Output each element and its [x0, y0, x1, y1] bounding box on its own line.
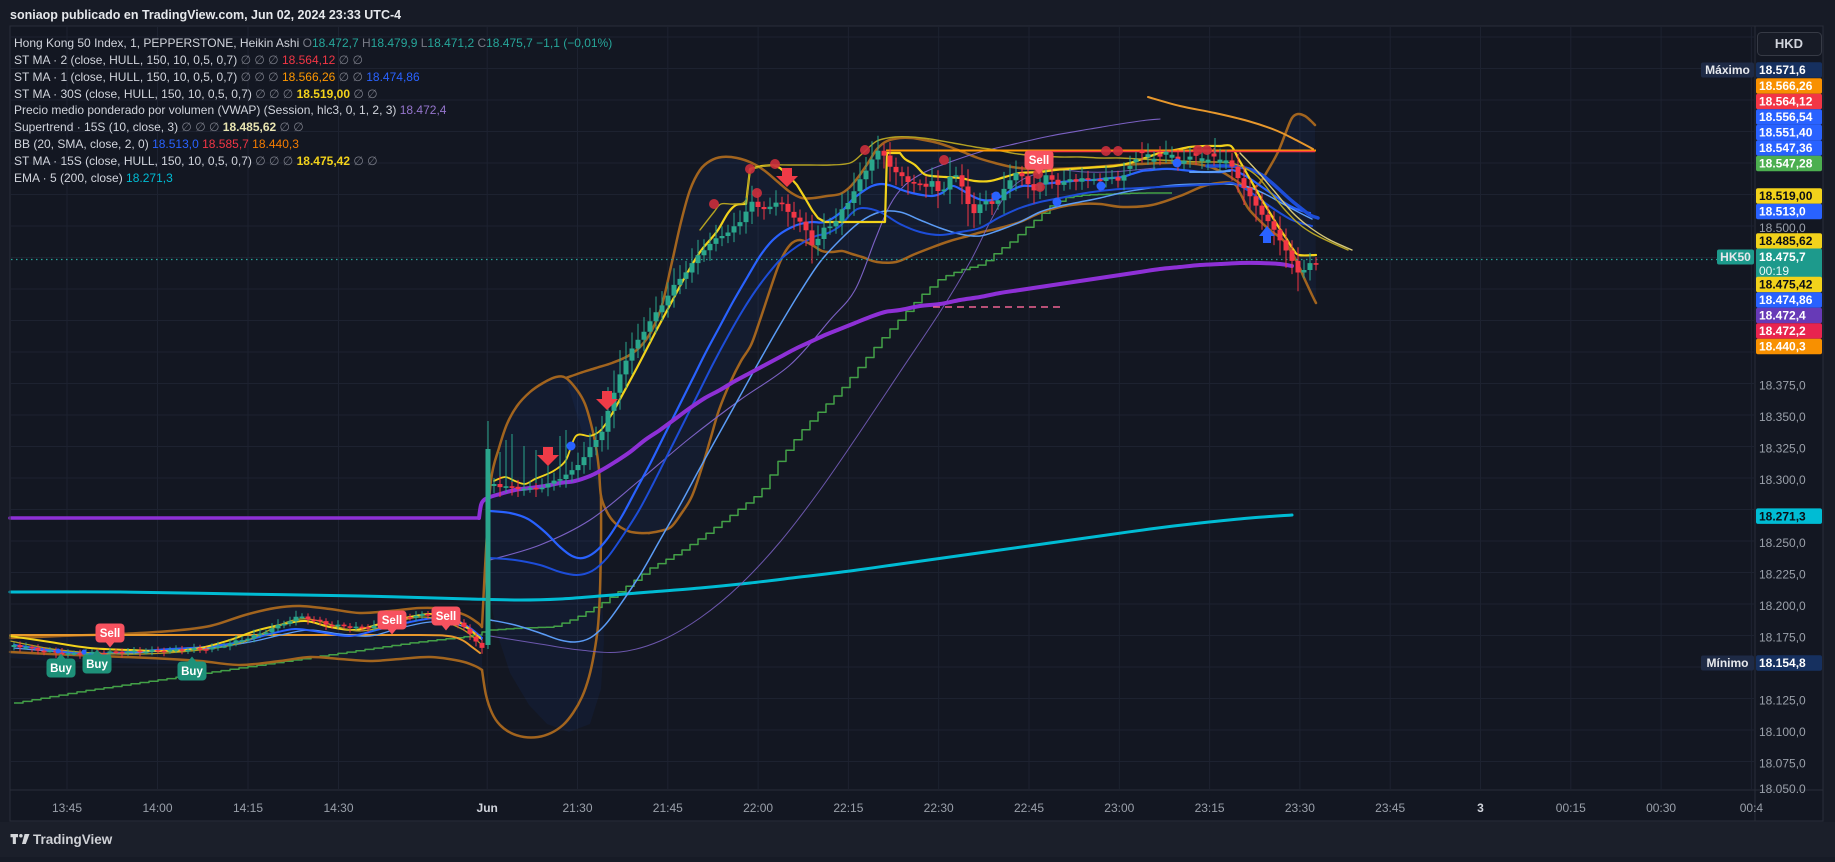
svg-text:00:19: 00:19 — [1759, 264, 1789, 278]
svg-text:18.547,36: 18.547,36 — [1759, 141, 1813, 155]
svg-text:00:4: 00:4 — [1740, 801, 1764, 815]
svg-text:Mínimo: Mínimo — [1707, 656, 1749, 670]
svg-text:Sell: Sell — [382, 615, 402, 627]
svg-text:18.075,0: 18.075,0 — [1759, 757, 1806, 771]
svg-text:18.556,54: 18.556,54 — [1759, 110, 1813, 124]
svg-text:18.250,0: 18.250,0 — [1759, 536, 1806, 550]
svg-text:18.175,0: 18.175,0 — [1759, 631, 1806, 645]
svg-text:18.325,0: 18.325,0 — [1759, 442, 1806, 456]
svg-text:Buy: Buy — [50, 663, 72, 675]
svg-text:Sell: Sell — [1029, 155, 1049, 167]
svg-text:21:45: 21:45 — [653, 801, 683, 815]
svg-text:22:30: 22:30 — [924, 801, 954, 815]
svg-text:23:45: 23:45 — [1375, 801, 1405, 815]
svg-text:18.513,0: 18.513,0 — [1759, 205, 1806, 219]
svg-text:18.571,6: 18.571,6 — [1759, 63, 1806, 77]
svg-text:EMA · 5 (200, close) 18.271,3: EMA · 5 (200, close) 18.271,3 — [14, 171, 173, 185]
svg-text:Máximo: Máximo — [1705, 63, 1750, 77]
svg-text:HKD: HKD — [1775, 36, 1803, 51]
svg-text:Jun: Jun — [477, 801, 498, 815]
svg-text:Buy: Buy — [181, 666, 203, 678]
svg-text:18.519,00: 18.519,00 — [1759, 189, 1813, 203]
svg-text:soniaop publicado en TradingVi: soniaop publicado en TradingView.com, Ju… — [10, 8, 401, 22]
svg-text:18.474,86: 18.474,86 — [1759, 293, 1813, 307]
svg-text:18.225,0: 18.225,0 — [1759, 568, 1806, 582]
svg-text:22:15: 22:15 — [833, 801, 863, 815]
svg-text:23:00: 23:00 — [1104, 801, 1134, 815]
svg-text:Supertrend · 15S (10, close, 3: Supertrend · 15S (10, close, 3) ∅ ∅ ∅ 18… — [14, 120, 304, 134]
svg-text:18.566,26: 18.566,26 — [1759, 79, 1813, 93]
svg-text:18.154,8: 18.154,8 — [1759, 656, 1806, 670]
svg-text:18.100,0: 18.100,0 — [1759, 725, 1806, 739]
svg-text:ST MA · 1 (close, HULL, 150, 1: ST MA · 1 (close, HULL, 150, 10, 0,5, 0,… — [14, 70, 420, 84]
svg-text:13:45: 13:45 — [52, 801, 82, 815]
svg-text:3: 3 — [1477, 801, 1484, 815]
svg-text:21:30: 21:30 — [562, 801, 592, 815]
svg-text:Buy: Buy — [86, 659, 108, 671]
svg-text:18.271,3: 18.271,3 — [1759, 509, 1806, 523]
svg-text:14:15: 14:15 — [233, 801, 263, 815]
svg-text:18.125,0: 18.125,0 — [1759, 694, 1806, 708]
svg-text:18.050.0: 18.050.0 — [1759, 782, 1806, 796]
svg-text:18.475,42: 18.475,42 — [1759, 278, 1813, 292]
svg-text:BB (20, SMA, close, 2, 0) 18.: BB (20, SMA, close, 2, 0) 18.513,0 18.58… — [14, 137, 299, 151]
svg-text:22:00: 22:00 — [743, 801, 773, 815]
svg-text:23:15: 23:15 — [1195, 801, 1225, 815]
svg-text:18.472,4: 18.472,4 — [1759, 309, 1806, 323]
svg-text:22:45: 22:45 — [1014, 801, 1044, 815]
svg-text:Sell: Sell — [100, 628, 120, 640]
svg-text:18.300,0: 18.300,0 — [1759, 473, 1806, 487]
svg-text:Hong Kong 50 Index, 1, PEPPERS: Hong Kong 50 Index, 1, PEPPERSTONE, Heik… — [14, 36, 612, 50]
svg-text:18.472,2: 18.472,2 — [1759, 324, 1806, 338]
svg-text:ST MA · 15S (close, HULL, 150,: ST MA · 15S (close, HULL, 150, 10, 0,5, … — [14, 154, 378, 168]
svg-text:18.551,40: 18.551,40 — [1759, 126, 1813, 140]
svg-text:14:30: 14:30 — [323, 801, 353, 815]
svg-text:18.375,0: 18.375,0 — [1759, 379, 1806, 393]
svg-text:00:15: 00:15 — [1556, 801, 1586, 815]
svg-text:18.440,3: 18.440,3 — [1759, 340, 1806, 354]
svg-text:18.564,12: 18.564,12 — [1759, 95, 1813, 109]
svg-text:18.350,0: 18.350,0 — [1759, 410, 1806, 424]
svg-text:TradingView: TradingView — [33, 832, 113, 847]
svg-text:18.200,0: 18.200,0 — [1759, 599, 1806, 613]
svg-text:18.547,28: 18.547,28 — [1759, 157, 1813, 171]
svg-text:ST MA · 30S (close, HULL, 150,: ST MA · 30S (close, HULL, 150, 10, 0,5, … — [14, 87, 378, 101]
svg-text:14:00: 14:00 — [142, 801, 172, 815]
svg-text:Sell: Sell — [436, 611, 456, 623]
svg-text:00:30: 00:30 — [1646, 801, 1676, 815]
svg-text:ST MA · 2 (close, HULL, 150, 1: ST MA · 2 (close, HULL, 150, 10, 0,5, 0,… — [14, 53, 363, 67]
svg-text:Precio medio ponderado por vol: Precio medio ponderado por volumen (VWAP… — [14, 103, 447, 117]
svg-text:18.475,7: 18.475,7 — [1759, 250, 1806, 264]
svg-text:18.500,0: 18.500,0 — [1759, 221, 1806, 235]
svg-text:HK50: HK50 — [1720, 250, 1751, 264]
svg-text:18.485,62: 18.485,62 — [1759, 234, 1813, 248]
svg-text:23:30: 23:30 — [1285, 801, 1315, 815]
